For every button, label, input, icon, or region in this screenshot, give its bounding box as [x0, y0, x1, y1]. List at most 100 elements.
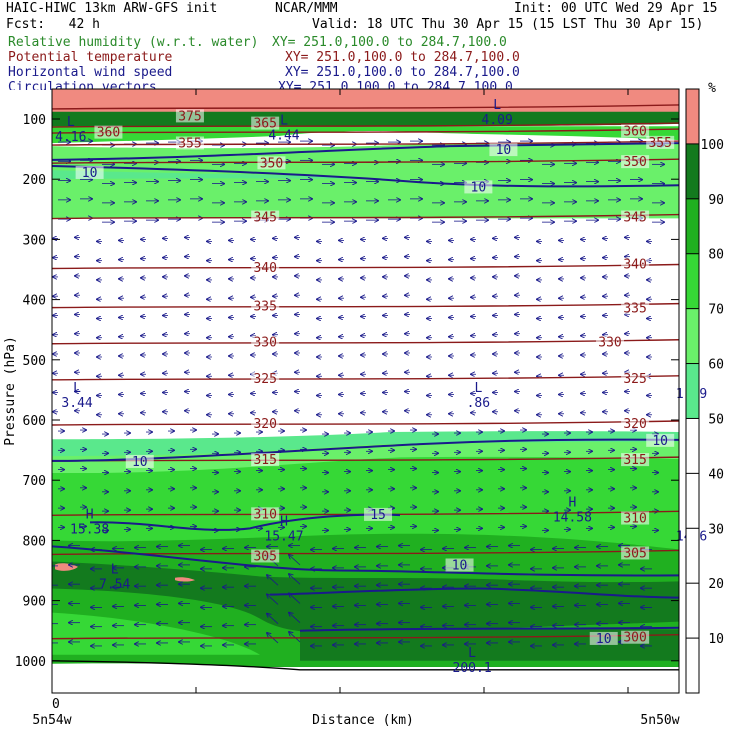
- contour-label: 10: [132, 455, 148, 470]
- extremum-marker: L: [73, 381, 81, 396]
- colorbar: 10 20 30 40 50 60 70 80 90 100: [685, 88, 724, 694]
- field-rh-name: Relative humidity (w.r.t. water): [8, 35, 259, 50]
- contour-label-bg: [251, 299, 280, 313]
- contour-label: 10: [452, 558, 468, 573]
- extremum-marker: H: [568, 495, 576, 510]
- extremum-marker: L: [111, 563, 119, 578]
- contour-label-bg: [125, 454, 154, 468]
- contour-label: 305: [623, 546, 646, 561]
- contour-label-bg: [251, 335, 280, 349]
- contour-label-bg: [445, 558, 474, 572]
- contour-label: 305: [253, 549, 276, 564]
- valid-label: Valid: 18 UTC Thu 30 Apr 15 (15 LST Thu …: [312, 17, 704, 32]
- contour-label: 340: [253, 261, 276, 276]
- contour-label-bg: [621, 371, 650, 385]
- y-tick-label: 700: [23, 474, 46, 489]
- contour-label: 10: [496, 143, 512, 158]
- x-end-label: 5n50w: [640, 713, 679, 728]
- colorbar-bin: [686, 308, 699, 364]
- y-axis-label: Pressure (hPa): [3, 336, 18, 446]
- contour-label: 330: [598, 336, 621, 351]
- colorbar-tick-label: 80: [708, 248, 724, 263]
- contour-label-bg: [589, 631, 618, 645]
- below-ground-mask: [52, 663, 679, 693]
- contour-label: 320: [253, 417, 276, 432]
- theta-340-line: [52, 263, 679, 270]
- rh-fill-upper-60b: [52, 178, 679, 219]
- wind-contour-low-c: [299, 626, 679, 632]
- theta-325-line: [52, 375, 679, 381]
- theta-300-line: [52, 634, 679, 640]
- contour-label: 355: [178, 136, 201, 151]
- field-vectors-name: Circulation vectors: [8, 81, 157, 90]
- contour-label: 365: [253, 117, 276, 132]
- contour-label: 300: [623, 631, 646, 646]
- wind-contour-15: [89, 513, 401, 531]
- contour-label-bg: [464, 180, 493, 194]
- contour-label-bg: [94, 125, 123, 139]
- contour-label: 335: [253, 300, 276, 315]
- y-tick-label: 200: [23, 173, 46, 188]
- contour-label: 310: [253, 507, 276, 522]
- theta-320-line: [52, 420, 679, 426]
- contour-label-bg: [251, 453, 280, 467]
- extremum-marker: L: [67, 115, 75, 130]
- contour-label-bg: [621, 546, 650, 560]
- theta-375-line: [52, 104, 679, 110]
- y-tick-label: 500: [23, 354, 46, 369]
- contour-label: 350: [260, 156, 283, 171]
- contour-label: 340: [623, 257, 646, 272]
- forecast-hour: Fcst: 42 h: [6, 17, 100, 32]
- colorbar-bin: [686, 253, 699, 309]
- contour-label-bg: [251, 116, 280, 130]
- theta-335-line: [52, 302, 679, 309]
- contour-label-bg: [621, 124, 650, 138]
- contour-label-bg: [257, 156, 286, 170]
- colorbar-frame: [685, 88, 700, 694]
- theta-310-line: [52, 510, 679, 517]
- wind-contour-10-low: [52, 545, 679, 577]
- wind-vector: [289, 613, 301, 623]
- contour-label: 10: [471, 180, 487, 195]
- x-start-label: 5n54w: [32, 713, 71, 728]
- colorbar-unit: %: [708, 81, 716, 96]
- wind-vector: [289, 632, 301, 643]
- y-tick-label: 1000: [15, 655, 46, 670]
- extremum-marker: H: [280, 515, 288, 530]
- field-theta-xy: XY= 251.0,100.0 to 284.7,100.0: [285, 50, 520, 65]
- extremum-marker: L: [493, 98, 501, 113]
- contour-label-bg: [251, 210, 280, 224]
- contour-label: 375: [178, 109, 201, 124]
- extremum-value: 3.44: [61, 396, 92, 411]
- contour-label: 10: [652, 434, 668, 449]
- extremum-value: 200.1: [453, 661, 492, 676]
- contour-label-bg: [621, 453, 650, 467]
- contour-label-bg: [621, 155, 650, 169]
- contour-label-bg: [621, 210, 650, 224]
- colorbar-tick-label: 40: [708, 467, 724, 482]
- rh-fill-saturated-spot-2: [175, 577, 195, 582]
- rh-fill-upper-70: [52, 126, 679, 144]
- plot-frame: [51, 88, 680, 694]
- contour-label-bg: [621, 417, 650, 431]
- extremum-value: .86: [467, 396, 490, 411]
- contour-label-bg: [75, 165, 104, 179]
- field-theta-name: Potential temperature: [8, 50, 173, 65]
- contour-label-bg: [251, 417, 280, 431]
- x-axis-label: Distance (km): [312, 713, 414, 728]
- colorbar-tick-label: 100: [701, 138, 724, 153]
- contour-label-bg: [175, 136, 204, 150]
- extremum-marker: H: [86, 507, 94, 522]
- colorbar-bin: [686, 89, 699, 144]
- contour-label: 10: [82, 166, 98, 181]
- x-zero-label: 0: [52, 697, 60, 712]
- contour-label: 320: [623, 417, 646, 432]
- colorbar-bin: [686, 198, 699, 254]
- field-wind-name: Horizontal wind speed: [8, 65, 173, 80]
- extremum-value: 4.16: [55, 130, 86, 145]
- field-rh-xy: XY= 251.0,100.0 to 284.7,100.0: [272, 35, 507, 50]
- colorbar-bin: [686, 363, 699, 419]
- theta-305-line: [52, 549, 679, 556]
- theta-345-line: [52, 213, 679, 220]
